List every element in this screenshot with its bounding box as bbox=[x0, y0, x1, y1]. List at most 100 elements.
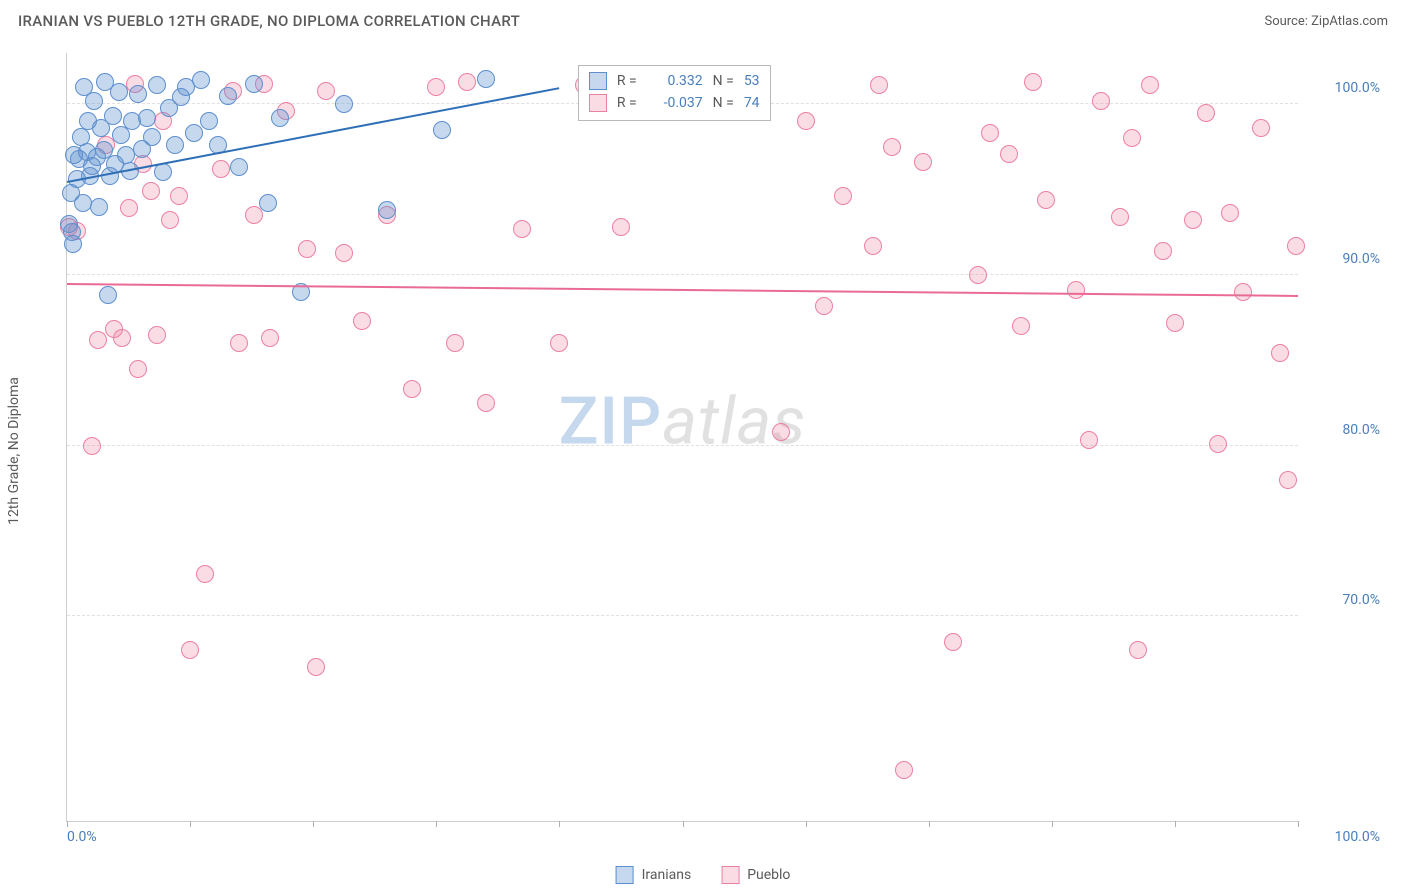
scatter-point bbox=[378, 201, 396, 219]
scatter-point bbox=[212, 160, 230, 178]
scatter-point bbox=[1209, 435, 1227, 453]
plot-region: ZIPatlas 70.0%80.0%90.0%100.0%0.0%100.0%… bbox=[66, 53, 1298, 822]
stat-r-label: R = bbox=[617, 92, 637, 114]
scatter-point bbox=[148, 76, 166, 94]
scatter-point bbox=[477, 70, 495, 88]
x-tick bbox=[1298, 821, 1299, 827]
stat-n-value: 74 bbox=[744, 92, 760, 114]
scatter-point bbox=[1287, 237, 1305, 255]
stat-legend-row: R =0.332N =53 bbox=[589, 70, 760, 92]
scatter-point bbox=[353, 312, 371, 330]
scatter-point bbox=[307, 658, 325, 676]
scatter-point bbox=[143, 128, 161, 146]
stat-r-label: R = bbox=[617, 70, 637, 92]
x-tick bbox=[1175, 821, 1176, 827]
x-tick bbox=[683, 821, 684, 827]
scatter-point bbox=[298, 240, 316, 258]
scatter-point bbox=[1111, 208, 1129, 226]
stat-r-value: -0.037 bbox=[647, 92, 703, 114]
scatter-point bbox=[230, 334, 248, 352]
scatter-point bbox=[181, 641, 199, 659]
scatter-point bbox=[772, 423, 790, 441]
x-tick bbox=[190, 821, 191, 827]
gridline-h bbox=[67, 274, 1298, 275]
scatter-point bbox=[914, 153, 932, 171]
scatter-point bbox=[1166, 314, 1184, 332]
y-tick-label: 90.0% bbox=[1306, 251, 1380, 267]
scatter-point bbox=[513, 220, 531, 238]
scatter-point bbox=[230, 158, 248, 176]
scatter-point bbox=[797, 112, 815, 130]
scatter-point bbox=[1141, 76, 1159, 94]
scatter-point bbox=[219, 87, 237, 105]
scatter-point bbox=[1067, 281, 1085, 299]
scatter-point bbox=[113, 329, 131, 347]
scatter-point bbox=[446, 334, 464, 352]
scatter-point bbox=[1154, 242, 1172, 260]
bottom-legend-label: Iranians bbox=[642, 867, 692, 883]
x-tick-label-left: 0.0% bbox=[67, 829, 97, 845]
scatter-point bbox=[335, 244, 353, 262]
legend-swatch bbox=[721, 866, 739, 884]
legend-swatch bbox=[589, 94, 607, 112]
bottom-legend-item: Iranians bbox=[616, 866, 692, 884]
gridline-h bbox=[67, 445, 1298, 446]
scatter-point bbox=[64, 235, 82, 253]
scatter-point bbox=[550, 334, 568, 352]
scatter-point bbox=[261, 329, 279, 347]
x-tick bbox=[806, 821, 807, 827]
chart-header: IRANIAN VS PUEBLO 12TH GRADE, NO DIPLOMA… bbox=[0, 0, 1406, 38]
watermark-atlas: atlas bbox=[662, 383, 806, 460]
y-tick-label: 70.0% bbox=[1306, 592, 1380, 608]
x-tick-label-right: 100.0% bbox=[1335, 829, 1380, 845]
bottom-legend-item: Pueblo bbox=[721, 866, 790, 884]
y-axis-label: 12th Grade, No Diploma bbox=[6, 377, 22, 525]
y-tick-label: 80.0% bbox=[1306, 422, 1380, 438]
scatter-point bbox=[83, 437, 101, 455]
scatter-point bbox=[142, 182, 160, 200]
scatter-point bbox=[1184, 211, 1202, 229]
scatter-point bbox=[1123, 129, 1141, 147]
scatter-point bbox=[612, 218, 630, 236]
chart-source: Source: ZipAtlas.com bbox=[1264, 14, 1388, 29]
scatter-point bbox=[1000, 145, 1018, 163]
scatter-point bbox=[110, 83, 128, 101]
scatter-point bbox=[89, 331, 107, 349]
scatter-point bbox=[895, 761, 913, 779]
scatter-point bbox=[1080, 431, 1098, 449]
scatter-point bbox=[104, 107, 122, 125]
trend-line bbox=[67, 283, 1298, 297]
stat-n-label: N = bbox=[713, 70, 734, 92]
scatter-point bbox=[120, 199, 138, 217]
scatter-point bbox=[317, 82, 335, 100]
scatter-point bbox=[196, 565, 214, 583]
bottom-legend: Iranians Pueblo bbox=[616, 866, 791, 884]
watermark: ZIPatlas bbox=[559, 383, 807, 460]
scatter-point bbox=[1024, 73, 1042, 91]
stat-legend-row: R =-0.037N =74 bbox=[589, 92, 760, 114]
scatter-point bbox=[170, 187, 188, 205]
x-tick bbox=[559, 821, 560, 827]
scatter-point bbox=[200, 112, 218, 130]
gridline-h bbox=[67, 615, 1298, 616]
scatter-point bbox=[129, 85, 147, 103]
scatter-point bbox=[148, 326, 166, 344]
scatter-point bbox=[433, 121, 451, 139]
x-tick bbox=[313, 821, 314, 827]
scatter-point bbox=[185, 124, 203, 142]
scatter-point bbox=[99, 286, 117, 304]
scatter-point bbox=[1252, 119, 1270, 137]
scatter-point bbox=[1279, 471, 1297, 489]
scatter-point bbox=[85, 92, 103, 110]
scatter-point bbox=[166, 136, 184, 154]
scatter-point bbox=[883, 138, 901, 156]
chart-title: IRANIAN VS PUEBLO 12TH GRADE, NO DIPLOMA… bbox=[18, 12, 520, 30]
scatter-point bbox=[1234, 283, 1252, 301]
scatter-point bbox=[477, 394, 495, 412]
scatter-point bbox=[834, 187, 852, 205]
scatter-point bbox=[154, 163, 172, 181]
watermark-zip: ZIP bbox=[559, 383, 663, 460]
scatter-point bbox=[161, 211, 179, 229]
scatter-point bbox=[1129, 641, 1147, 659]
scatter-point bbox=[129, 360, 147, 378]
